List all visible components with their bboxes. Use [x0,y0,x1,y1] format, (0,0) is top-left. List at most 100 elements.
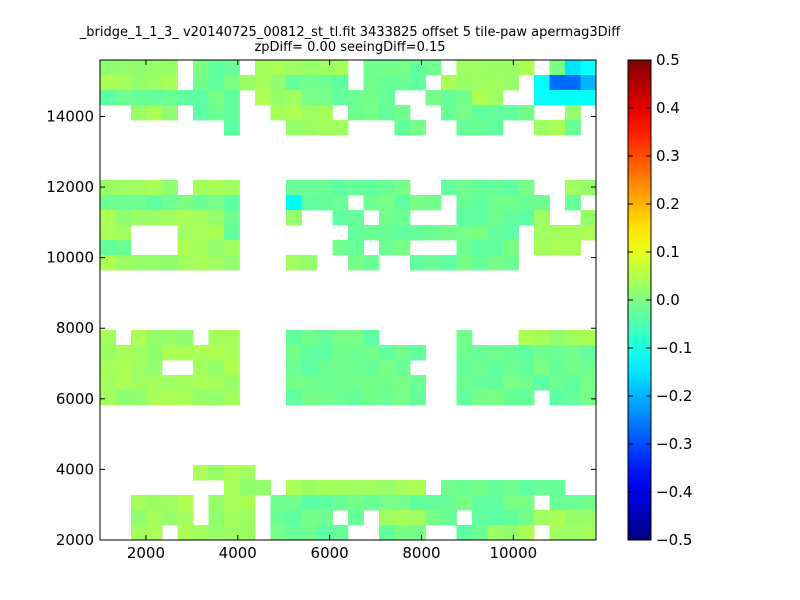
heatmap-cell [580,75,597,91]
heatmap-cell [503,240,519,256]
colorbar-tick-label: 0.3 [656,147,680,165]
colorbar-tick-label: 0.1 [656,243,680,261]
heatmap-cell [394,375,411,391]
heatmap-cell [286,360,302,376]
heatmap-cell [379,210,395,226]
heatmap-cell [534,240,550,256]
heatmap-cell [565,60,581,76]
heatmap-cell [286,330,302,346]
heatmap-cell [394,495,411,511]
heatmap-cell [410,195,426,211]
heatmap-cell [565,390,581,406]
heatmap-cell [379,75,395,91]
colorbar-tick-label: 0.5 [656,51,680,69]
heatmap-cell [549,390,566,406]
heatmap-cell [565,180,581,196]
heatmap-cell [565,195,581,211]
heatmap-cell [487,525,504,541]
heatmap-cell [301,75,318,91]
heatmap-cell [224,345,240,361]
heatmap-cell [115,390,132,406]
heatmap-cell [193,240,209,256]
heatmap-cell [146,180,163,196]
heatmap-cell [425,90,442,106]
heatmap-cell [441,180,457,196]
heatmap-cell [363,375,380,391]
heatmap-cell [193,255,209,271]
heatmap-cell [208,210,225,226]
heatmap-cell [193,360,209,376]
heatmap-cell [534,120,550,136]
heatmap-cell [239,525,256,541]
chart-title-line-2: zpDiff= 0.00 seeingDiff=0.15 [254,40,446,55]
heatmap-cell [410,75,426,91]
heatmap-cell [146,375,163,391]
heatmap-cell [208,465,225,481]
heatmap-cell [146,60,163,76]
heatmap-cell [487,225,504,241]
heatmap-cell [239,465,256,481]
heatmap-cell [286,60,302,76]
heatmap-cell [286,345,302,361]
heatmap-cell [146,525,163,541]
heatmap-cell [487,240,504,256]
heatmap-cell [394,390,411,406]
heatmap-cell [580,360,597,376]
heatmap-cell [565,90,581,106]
heatmap-cell [518,390,535,406]
heatmap-cell [332,240,349,256]
heatmap-cell [363,345,380,361]
heatmap-cell [363,225,380,241]
heatmap-cell [503,225,519,241]
heatmap-cell [472,120,488,136]
heatmap-cell [565,525,581,541]
heatmap-cell [410,345,426,361]
heatmap-cell [131,510,147,526]
y-tick-label: 14000 [46,107,94,125]
heatmap-cell [301,495,318,511]
heatmap-cell [487,375,504,391]
heatmap-cell [162,345,178,361]
heatmap-cell [487,60,504,76]
heatmap-cell [363,195,380,211]
heatmap-cell [286,510,302,526]
heatmap-cell [348,330,364,346]
heatmap-cell [503,255,519,271]
heatmap-cell [301,525,318,541]
heatmap-cell [487,105,504,121]
heatmap-cell [301,375,318,391]
heatmap-cell [487,180,504,196]
heatmap-cell [348,210,364,226]
heatmap-cell [379,390,395,406]
heatmap-cell [317,180,333,196]
heatmap-cell [565,345,581,361]
heatmap-cell [301,360,318,376]
heatmap-cell [115,255,132,271]
heatmap-cell [363,390,380,406]
heatmap-cell [177,375,194,391]
heatmap-cell [379,105,395,121]
heatmap-cell [208,75,225,91]
heatmap-cell [503,195,519,211]
heatmap-cell [394,360,411,376]
heatmap-cell [177,255,194,271]
heatmap-cell [193,60,209,76]
heatmap-cell [379,90,395,106]
heatmap-cell [472,90,488,106]
heatmap-cell [456,375,473,391]
heatmap-cell [487,345,504,361]
heatmap-cell [115,75,132,91]
heatmap-cell [456,390,473,406]
heatmap-cell [394,225,411,241]
heatmap-cell [177,495,194,511]
heatmap-cell [208,345,225,361]
heatmap-cell [146,105,163,121]
heatmap-cell [286,390,302,406]
heatmap-cell [472,240,488,256]
heatmap-cell [441,480,457,496]
heatmap-cell [348,105,364,121]
heatmap-cell [472,525,488,541]
heatmap-cell [193,105,209,121]
